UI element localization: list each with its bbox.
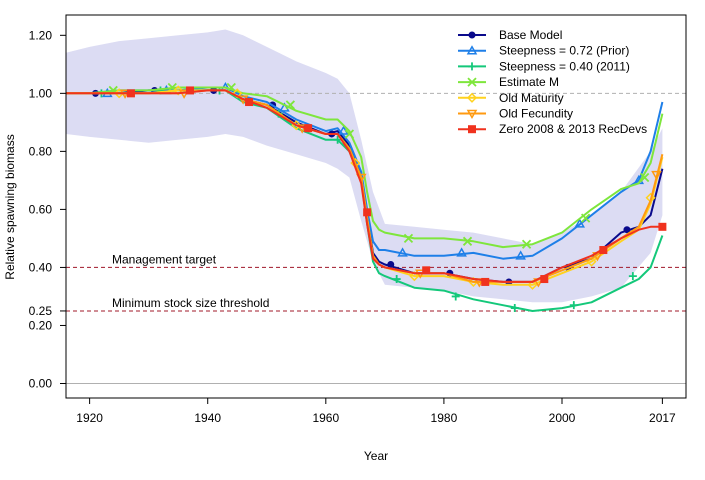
- x-tick-label-4: 2000: [549, 411, 576, 425]
- series-line-6: [66, 89, 663, 283]
- series-0-point-9: [623, 226, 631, 234]
- reference-label-2: Minimum stock size threshold: [112, 296, 269, 310]
- series-0-point-5: [387, 261, 395, 269]
- series-4-point-2: [232, 88, 243, 99]
- legend: Base Model Steepness = 0.72 (Prior)Steepn…: [458, 28, 647, 136]
- series-line-3: [66, 86, 664, 249]
- legend-label-0: Base Model: [499, 28, 562, 42]
- legend-label-2: Steepness = 0.40 (2011): [499, 59, 630, 73]
- series-6-point-1: [186, 86, 194, 95]
- series-2-point-4: [333, 135, 342, 144]
- x-tick-label-2: 1960: [312, 411, 339, 425]
- y-axis-title: Relative spawning biomass: [3, 134, 17, 279]
- series-2-point-5: [392, 275, 401, 284]
- legend-marker-5: [466, 109, 478, 120]
- series-4-point-1: [173, 85, 184, 96]
- legend-label-1: Steepness = 0.72 (Prior): [499, 44, 629, 58]
- series-3-point-7: [521, 239, 532, 249]
- series-4-point-7: [527, 279, 538, 290]
- series-5-point-9: [651, 170, 662, 181]
- series-3-point-3: [285, 100, 296, 110]
- x-axis-title: Year: [364, 449, 388, 463]
- uncertainty-band: [66, 29, 663, 303]
- x-tick-label-3: 1980: [431, 411, 458, 425]
- y-tick-label-4: 0.60: [29, 202, 53, 216]
- reference-label-1: Management target: [112, 252, 217, 266]
- legend-label-4: Old Maturity: [499, 91, 564, 105]
- plot-area: Management target Minimum stock size thre…: [66, 29, 686, 384]
- series-4-point-5: [409, 271, 420, 282]
- y-tick-label-2: 0.25: [29, 304, 53, 318]
- series-6-point-4: [363, 208, 372, 217]
- series-1-point-5: [397, 247, 408, 257]
- x-tick-label-0: 1920: [76, 411, 103, 425]
- plot-frame: [65, 14, 687, 399]
- legend-marker-4: [466, 92, 478, 103]
- series-2-point-9: [628, 272, 637, 281]
- legend-marker-3: [467, 77, 477, 87]
- axes: 1920 1940 1960 1980 2000 2017 0.00 0.200.25 0.40…: [29, 28, 676, 425]
- series-6-point-9: [658, 222, 667, 231]
- series-6-point-3: [304, 124, 313, 133]
- series-1-point-7: [515, 250, 526, 260]
- series-2-point-6: [451, 292, 460, 301]
- y-tick-label-6: 1.00: [29, 86, 53, 100]
- y-tick-label-0: 0.00: [29, 376, 53, 390]
- legend-marker-1: [466, 45, 478, 55]
- series-3-point-9: [640, 172, 650, 183]
- y-tick-label-7: 1.20: [29, 28, 53, 42]
- series-6-point-7: [540, 275, 549, 284]
- legend-label-3: Estimate M: [499, 75, 559, 89]
- y-tick-label-3: 0.40: [29, 260, 53, 274]
- series-1-point-3: [279, 102, 290, 112]
- series-1-point-8: [574, 218, 586, 228]
- series-3-point-2: [226, 82, 236, 93]
- series-3-point-8: [580, 213, 591, 223]
- series-1-point-6: [456, 247, 467, 257]
- series-6-point-5: [422, 266, 431, 275]
- series-6-point-0: [126, 89, 135, 98]
- x-tick-label-5: 2017: [649, 411, 676, 425]
- series-6-point-2: [245, 98, 254, 107]
- series-2-point-7: [510, 304, 519, 313]
- series-3-point-5: [403, 233, 414, 244]
- series-6-point-6: [481, 277, 490, 286]
- legend-label-5: Old Fecundity: [499, 107, 573, 121]
- legend-label-6: Zero 2008 & 2013 RecDevs: [499, 122, 647, 136]
- y-tick-label-1: 0.20: [29, 318, 53, 332]
- series-3-point-4: [344, 129, 355, 139]
- y-tick-label-5: 0.80: [29, 144, 53, 158]
- series-6-point-8: [599, 246, 608, 255]
- legend-marker-6: [468, 125, 476, 134]
- legend-marker-0: [468, 31, 476, 39]
- legend-marker-2: [468, 62, 476, 71]
- series-2-point-8: [569, 301, 578, 310]
- x-tick-label-1: 1940: [194, 411, 221, 425]
- series-3-point-6: [462, 236, 473, 246]
